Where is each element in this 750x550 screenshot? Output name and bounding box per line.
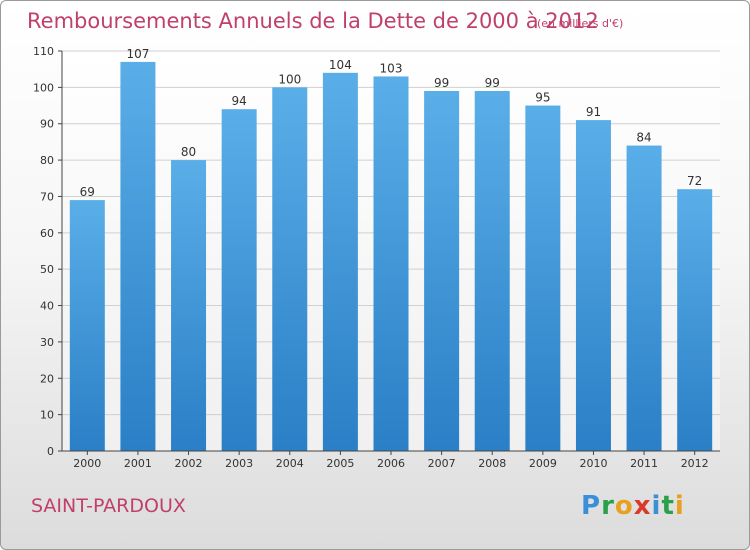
bar-2000 [69,200,105,451]
data-label: 94 [232,94,247,108]
x-tick-label: 2002 [175,457,203,470]
data-label: 104 [329,58,352,72]
data-label: 99 [485,76,500,90]
bar-2012 [677,189,713,451]
bar-2002 [171,160,207,451]
data-label: 91 [586,105,601,119]
x-tick-label: 2008 [478,457,506,470]
chart-title: Remboursements Annuels de la Dette de 20… [27,9,599,33]
y-tick-label: 70 [40,190,54,203]
bar-2009 [525,105,561,451]
bar-2006 [373,76,409,452]
commune-name: SAINT-PARDOUX [31,495,186,517]
data-label: 99 [434,76,449,90]
bar-2003 [221,109,257,451]
data-label: 103 [380,61,403,75]
y-tick-label: 40 [40,300,54,313]
y-tick-label: 100 [33,81,54,94]
y-tick-label: 80 [40,154,54,167]
x-tick-label: 2001 [124,457,152,470]
bar-2010 [575,120,611,451]
bar-2011 [626,145,662,451]
x-tick-label: 2000 [73,457,101,470]
bar-2004 [272,87,308,451]
data-label: 69 [80,185,95,199]
bar-2005 [322,72,358,452]
data-label: 95 [535,91,550,105]
y-tick-label: 50 [40,263,54,276]
y-tick-label: 0 [47,445,54,458]
y-tick-label: 110 [33,45,54,58]
data-label: 107 [126,47,149,61]
y-tick-label: 60 [40,227,54,240]
data-label: 84 [636,131,651,145]
x-tick-label: 2012 [681,457,709,470]
y-tick-label: 10 [40,409,54,422]
proxiti-logo: Proxiti [581,491,685,521]
x-tick-label: 2009 [529,457,557,470]
data-label: 72 [687,174,702,188]
data-label: 80 [181,145,196,159]
chart-subtitle: (en milliers d'€) [537,17,624,30]
y-tick-label: 30 [40,336,54,349]
x-tick-label: 2003 [225,457,253,470]
x-tick-label: 2010 [579,457,607,470]
bar-2007 [424,91,460,451]
bar-2008 [474,91,510,451]
x-tick-label: 2005 [326,457,354,470]
y-tick-label: 20 [40,372,54,385]
x-tick-label: 2006 [377,457,405,470]
data-label: 100 [278,72,301,86]
x-tick-label: 2011 [630,457,658,470]
x-tick-label: 2004 [276,457,304,470]
bar-2001 [120,61,156,452]
y-tick-label: 90 [40,118,54,131]
x-tick-label: 2007 [428,457,456,470]
